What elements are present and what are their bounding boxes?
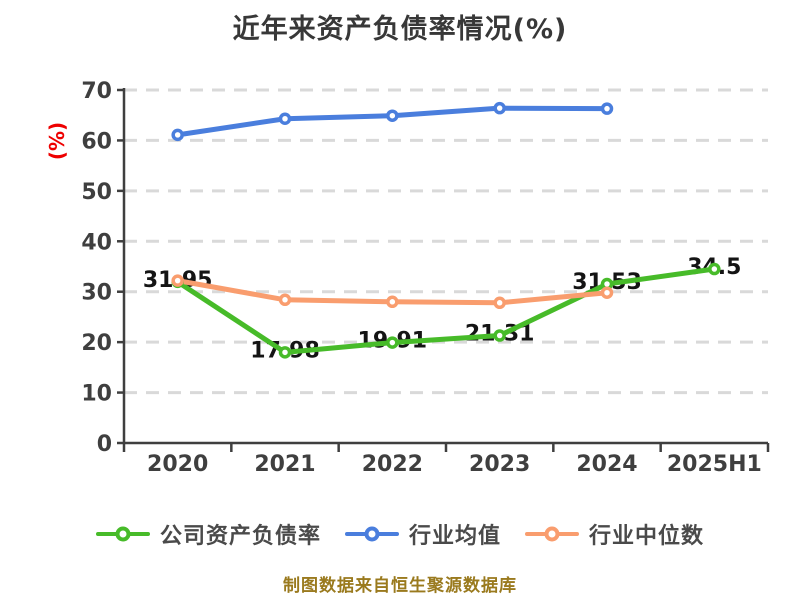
x-tick-label: 2022: [362, 452, 423, 477]
data-point-series-0: [493, 329, 506, 342]
data-point-series-2: [493, 296, 506, 310]
legend-label: 公司资产负债率: [159, 524, 321, 549]
circle-marker-icon: [364, 526, 380, 542]
y-tick-label: 70: [81, 79, 112, 104]
data-point-series-1: [386, 109, 399, 122]
data-point-series-2: [600, 286, 614, 299]
x-tick-label: 2023: [469, 452, 530, 477]
y-tick-label: 40: [81, 230, 112, 255]
data-point-series-2: [278, 293, 292, 307]
data-point-series-2: [171, 274, 184, 287]
circle-marker-icon: [544, 526, 560, 542]
legend-label: 行业均值: [408, 524, 501, 549]
y-tick-label: 60: [81, 129, 112, 154]
data-point-series-0: [708, 262, 721, 276]
series-line-0: [175, 266, 717, 355]
data-point-series-1: [600, 102, 614, 115]
legend-item-company-ratio[interactable]: 公司资产负债率: [95, 518, 321, 550]
data-point-series-0: [386, 336, 399, 349]
legend-item-industry-mean[interactable]: 行业均值: [344, 518, 501, 550]
data-point-series-1: [278, 112, 292, 125]
circle-marker-icon: [115, 526, 131, 542]
y-tick-label: 0: [97, 432, 112, 457]
data-source-attribution: 制图数据来自恒生聚源数据库: [283, 576, 517, 596]
data-point-series-0: [278, 346, 292, 359]
x-tick-label: 2024: [576, 452, 637, 477]
legend-item-industry-median[interactable]: 行业中位数: [525, 518, 704, 550]
y-tick-label: 30: [81, 281, 112, 306]
legend-marker-orange: [525, 522, 579, 546]
data-point-series-2: [386, 295, 399, 309]
data-point-series-1: [171, 128, 184, 142]
y-tick-label: 10: [81, 382, 112, 407]
chart-title: 近年来资产负债率情况(%): [232, 14, 568, 45]
legend-label: 行业中位数: [589, 524, 705, 549]
x-tick-label: 2020: [147, 452, 208, 477]
x-tick-label: 2021: [254, 452, 315, 477]
chart-legend: 公司资产负债率 行业均值 行业中位数: [0, 518, 800, 550]
y-tick-label: 50: [81, 180, 112, 205]
x-tick-label: 2025H1: [667, 452, 762, 477]
line-chart: 0 10 20 30 40 50 60 70 2020 2021 2022 2023 2024 2025H…: [81, 79, 770, 477]
legend-marker-green: [95, 522, 150, 546]
y-tick-label: 20: [81, 331, 112, 356]
data-point-series-1: [493, 101, 506, 115]
legend-marker-blue: [344, 522, 399, 546]
